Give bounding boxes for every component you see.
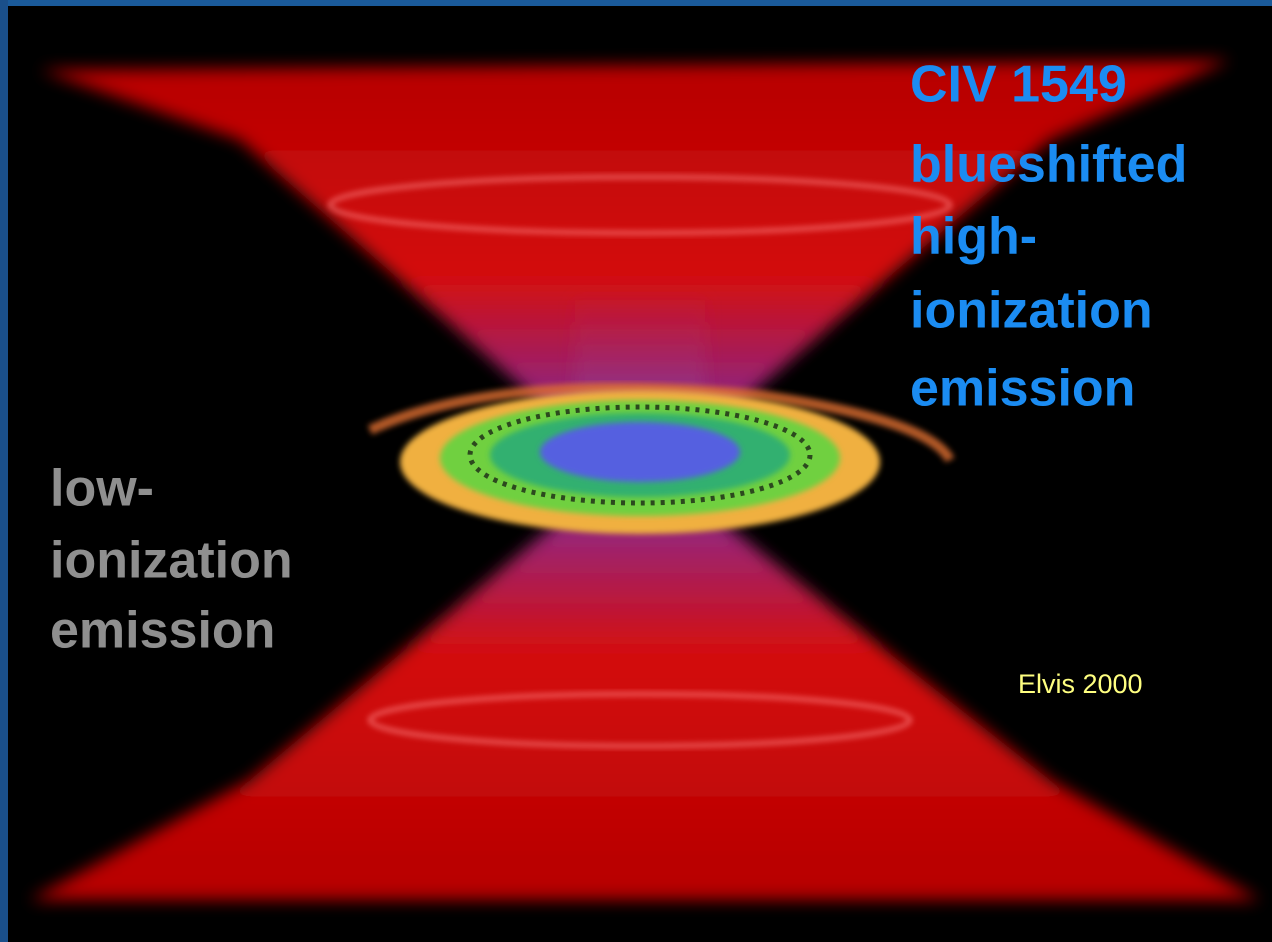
high-ionization-label: CIV 1549 blueshifted high- ionization em… bbox=[910, 56, 1187, 418]
upper-ring bbox=[327, 174, 953, 236]
label-line: CIV 1549 bbox=[910, 56, 1127, 114]
label-line: low- bbox=[50, 460, 154, 518]
disk-dust bbox=[467, 404, 813, 506]
label-line: emission bbox=[910, 360, 1135, 418]
lower-cone bbox=[30, 520, 1260, 900]
label-line: ionization bbox=[910, 282, 1153, 340]
frame-left bbox=[0, 0, 8, 942]
low-ionization-label: low- ionization emission bbox=[50, 460, 293, 660]
illustration bbox=[30, 60, 1260, 900]
label-line: ionization bbox=[50, 532, 293, 590]
lower-ring bbox=[367, 691, 913, 749]
upper-cone bbox=[40, 60, 1230, 420]
disk-spiral bbox=[367, 382, 955, 463]
label-line: high- bbox=[910, 208, 1037, 266]
label-line: blueshifted bbox=[910, 136, 1187, 194]
credit: Elvis 2000 bbox=[1018, 669, 1143, 699]
label-line: emission bbox=[50, 602, 275, 660]
disk-core bbox=[540, 422, 740, 482]
frame-top bbox=[0, 0, 1272, 6]
